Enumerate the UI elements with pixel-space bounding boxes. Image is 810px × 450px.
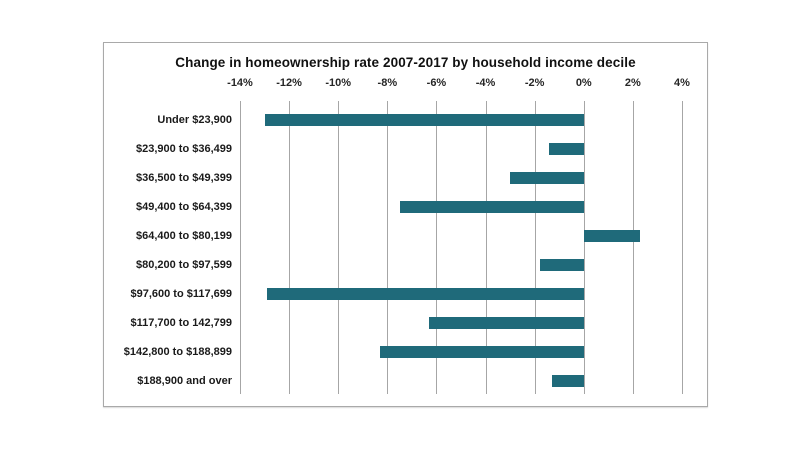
bar [264,114,584,126]
gridline [583,101,585,394]
x-tick-label: -6% [426,77,447,89]
category-label: $49,400 to $64,399 [135,201,232,213]
gridline [240,101,241,394]
bar [551,375,584,387]
x-tick-label: 2% [624,77,641,89]
bar [379,346,584,358]
category-label: $97,600 to $117,699 [130,288,232,300]
gridline [485,101,487,394]
category-label: $188,900 and over [137,375,232,387]
gridline [632,101,634,394]
x-tick-label: -8% [377,77,398,89]
x-tick-label: -12% [276,77,302,89]
gridline [387,101,389,394]
bar [510,172,584,184]
plot-area: -14% -12% -10% -8% -6% -4% -2% 0% 2% 4% Under $23,… [124,77,690,394]
category-label: $64,400 to $80,199 [135,230,232,242]
x-tick-label: -14% [227,77,253,89]
gridline [338,101,340,394]
category-label: $117,700 to 142,799 [130,317,232,329]
bar [549,143,584,155]
category-label: $142,800 to $188,899 [123,346,232,358]
gridline [289,101,291,394]
gridline [682,101,683,394]
bar [429,317,584,329]
category-label: $23,900 to $36,499 [135,143,232,155]
category-label: $80,200 to $97,599 [135,259,232,271]
gridline [534,101,536,394]
x-tick-label: 0% [575,77,592,89]
bar [267,288,584,300]
x-tick-label: -4% [475,77,496,89]
x-tick-label: -10% [325,77,352,89]
x-tick-label: 4% [674,77,690,89]
chart-title: Change in homeownership rate 2007-2017 b… [175,55,636,70]
gridline [436,101,438,394]
bar [539,259,584,271]
category-label: $36,500 to $49,399 [135,172,232,184]
x-tick-label: -2% [524,77,545,89]
category-label: Under $23,900 [157,114,232,126]
bar [399,201,584,213]
bar [583,230,641,242]
chart-container: Change in homeownership rate 2007-2017 b… [103,42,708,407]
